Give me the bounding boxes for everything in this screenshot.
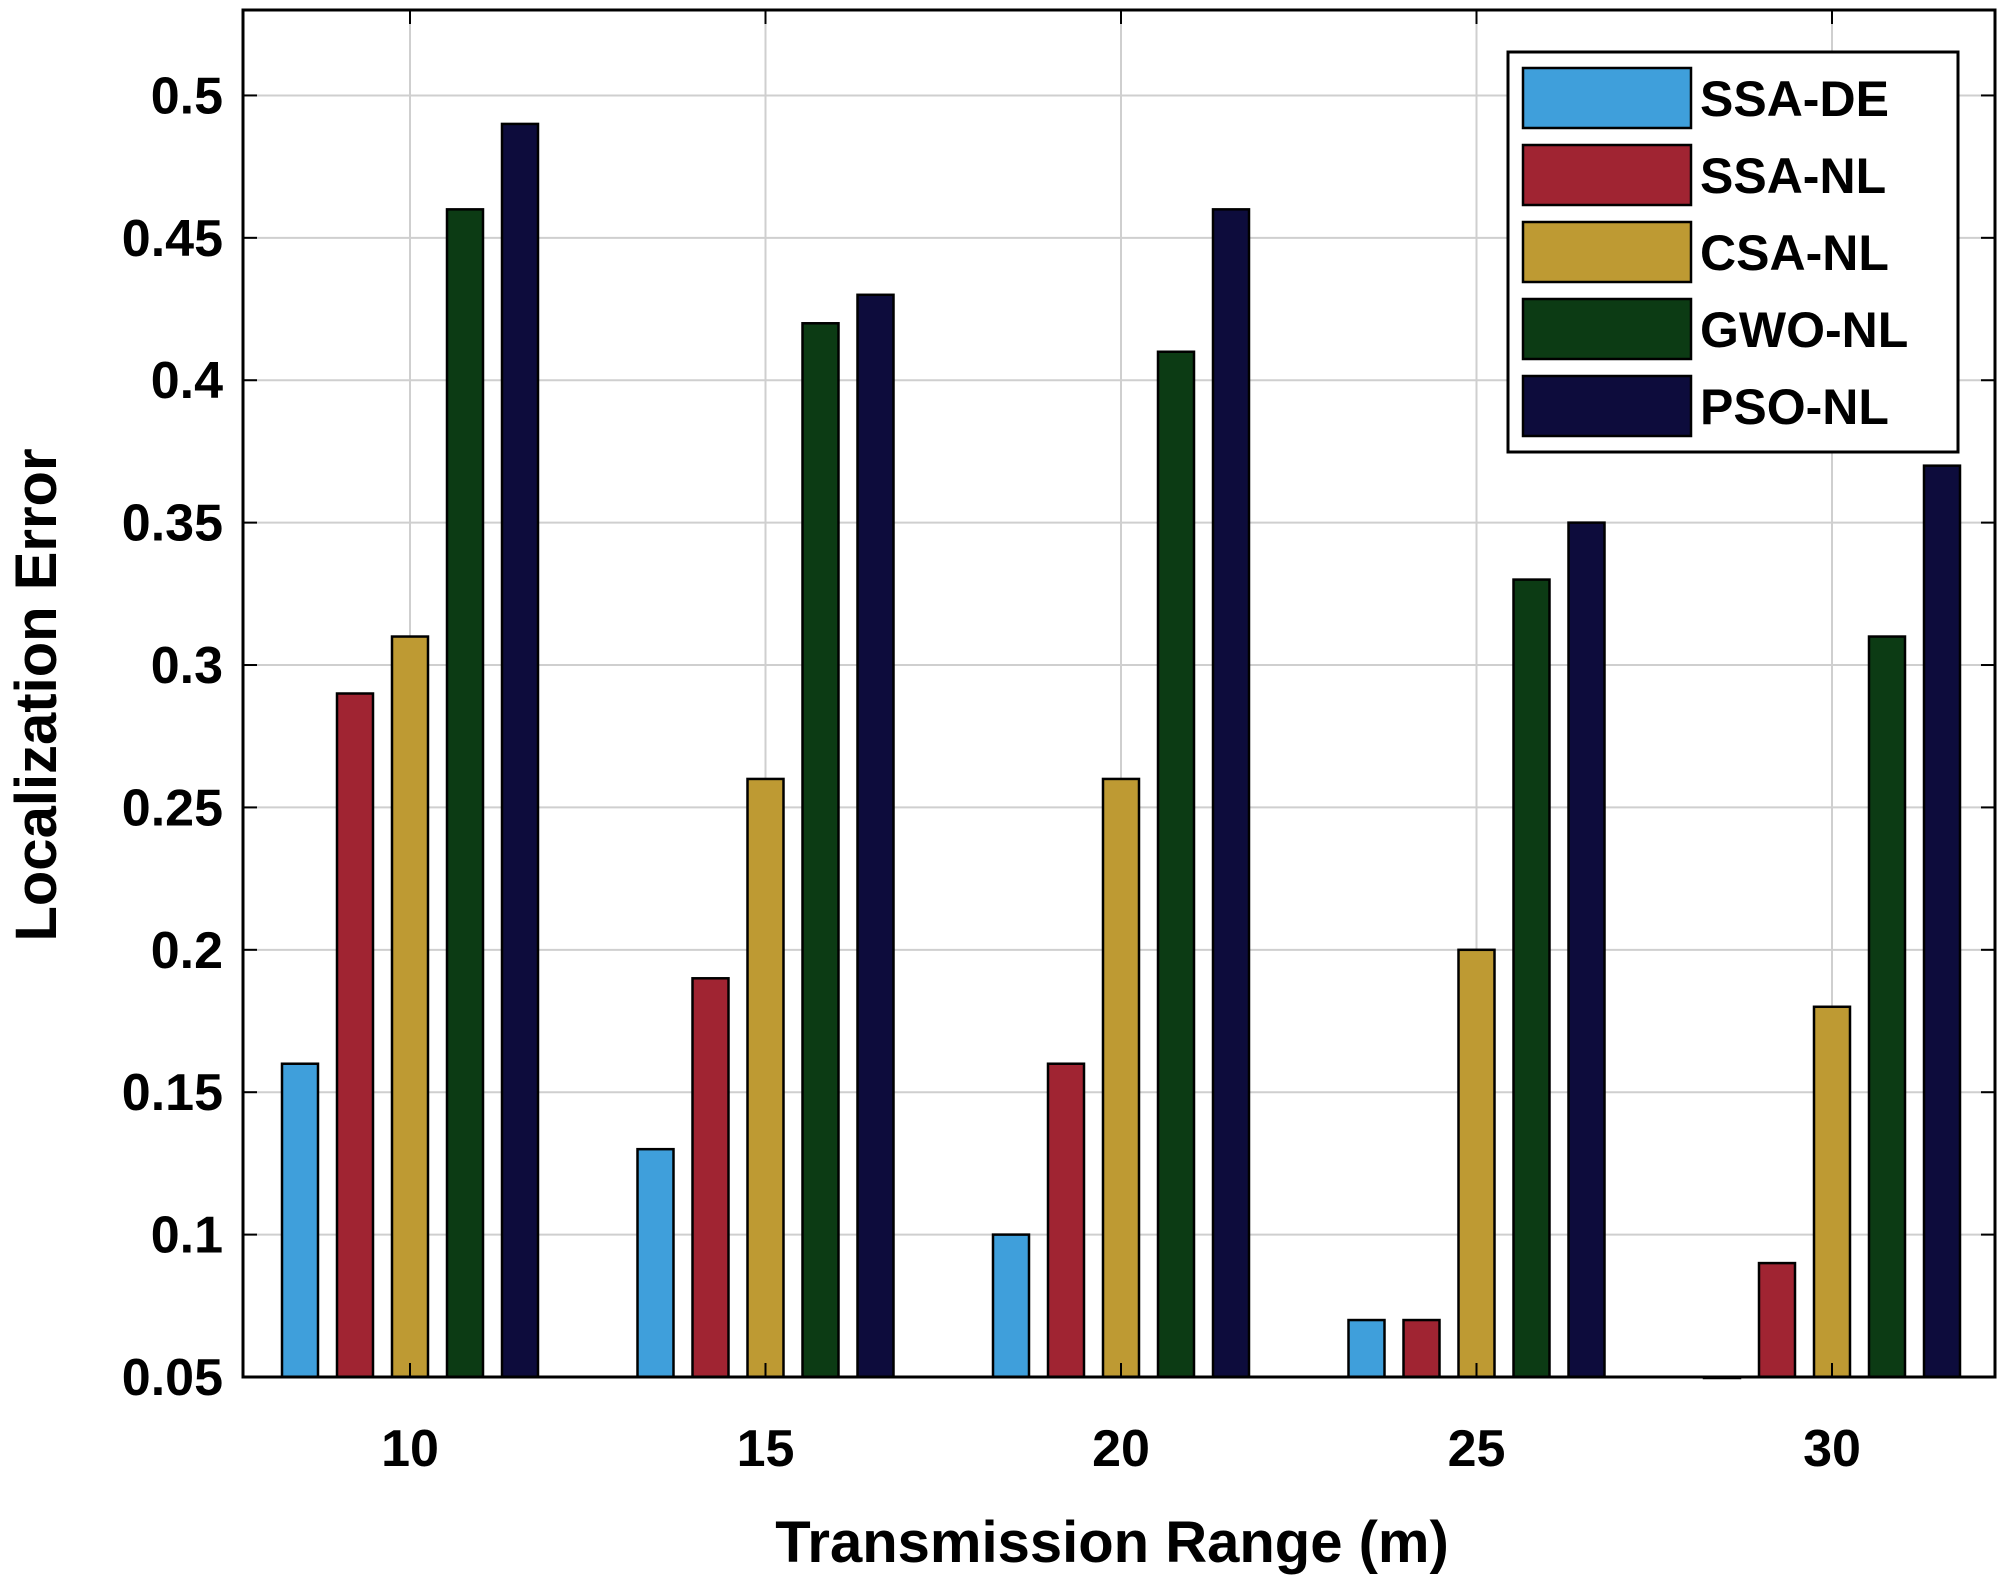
bar-ssa-nl-20 <box>1046 1062 1086 1379</box>
bar-pso-nl-10 <box>500 122 540 1379</box>
plot-frame <box>241 8 1997 1379</box>
bar-csa-nl-20 <box>1101 777 1141 1379</box>
y-axis-title: Localization Error <box>4 448 69 941</box>
y-tick-label: 0.05 <box>122 1349 223 1407</box>
y-tick-label: 0.1 <box>151 1207 223 1265</box>
legend: SSA-DE SSA-NL CSA-NL GWO-NL PSO-NL <box>1506 50 1960 454</box>
bar-pso-nl-25 <box>1567 521 1606 1379</box>
bar-pso-nl-30 <box>1922 464 1962 1379</box>
bar-ssa-nl-15 <box>691 977 730 1379</box>
x-tick-label: 20 <box>1092 1420 1150 1478</box>
bar-ssa-de-20 <box>991 1233 1031 1379</box>
bar-pso-nl-15 <box>856 293 895 1379</box>
legend-swatch-gwo-nl <box>1521 297 1693 361</box>
axes-layer <box>241 8 1997 1379</box>
ticks-layer: 0.05 0.1 0.15 0.2 0.25 0.3 0.35 0.4 0.45 0.5 10 15 2… <box>122 10 1995 1478</box>
x-tick-label: 30 <box>1803 1420 1861 1478</box>
legend-swatch-csa-nl <box>1521 220 1693 284</box>
x-tick-label: 25 <box>1448 1420 1506 1478</box>
x-axis-title: Transmission Range (m) <box>775 1510 1449 1575</box>
bar-csa-nl-15 <box>746 777 785 1379</box>
bar-csa-nl-10 <box>390 635 430 1379</box>
legend-swatch-ssa-de <box>1521 66 1693 130</box>
bar-gwo-nl-25 <box>1512 578 1551 1379</box>
x-tick-label: 10 <box>381 1420 439 1478</box>
x-tick-label: 15 <box>737 1420 795 1478</box>
y-tick-label: 0.25 <box>122 779 223 837</box>
legend-label-ssa-de: SSA-DE <box>1700 71 1889 127</box>
bar-ssa-de-15 <box>636 1147 675 1379</box>
y-tick-label: 0.3 <box>151 637 223 695</box>
bar-csa-nl-30 <box>1812 1005 1852 1379</box>
y-tick-label: 0.5 <box>151 67 223 125</box>
y-tick-label: 0.45 <box>122 210 223 268</box>
legend-swatch-pso-nl <box>1521 374 1693 438</box>
bar-ssa-de-25 <box>1347 1318 1386 1379</box>
bar-ssa-nl-10 <box>335 692 375 1379</box>
bar-gwo-nl-15 <box>801 322 840 1379</box>
legend-label-ssa-nl: SSA-NL <box>1700 148 1886 204</box>
y-tick-label: 0.2 <box>151 922 223 980</box>
y-tick-label: 0.35 <box>122 495 223 553</box>
legend-label-gwo-nl: GWO-NL <box>1700 302 1908 358</box>
bar-gwo-nl-10 <box>445 208 485 1379</box>
bar-gwo-nl-20 <box>1156 350 1196 1379</box>
bars-layer <box>280 122 1962 1380</box>
legend-label-csa-nl: CSA-NL <box>1700 225 1889 281</box>
legend-label-pso-nl: PSO-NL <box>1700 379 1889 435</box>
bar-ssa-nl-25 <box>1402 1318 1441 1379</box>
bar-pso-nl-20 <box>1211 208 1251 1379</box>
y-tick-label: 0.4 <box>151 352 223 410</box>
bar-gwo-nl-30 <box>1867 635 1907 1379</box>
y-tick-label: 0.15 <box>122 1064 223 1122</box>
bar-ssa-de-10 <box>280 1062 320 1379</box>
bar-ssa-nl-30 <box>1757 1261 1797 1379</box>
legend-swatch-ssa-nl <box>1521 143 1693 207</box>
bar-csa-nl-25 <box>1457 948 1496 1379</box>
